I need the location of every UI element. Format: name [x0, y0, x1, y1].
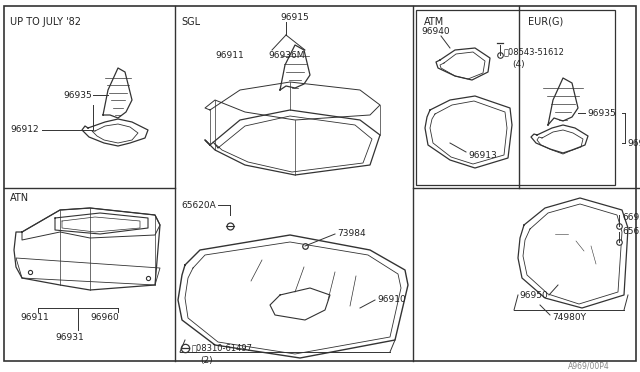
Text: (4): (4) [512, 61, 525, 70]
Text: 96912: 96912 [10, 125, 38, 135]
Text: 96935: 96935 [587, 109, 616, 118]
Text: 96931: 96931 [55, 334, 84, 343]
Text: 74980Y: 74980Y [552, 314, 586, 323]
Text: 96913: 96913 [468, 151, 497, 160]
Text: 73984: 73984 [337, 230, 365, 238]
Text: 96960: 96960 [90, 314, 119, 323]
Bar [416, 10, 615, 185]
Text: UP TO JULY '82: UP TO JULY '82 [10, 17, 81, 27]
Text: 96910: 96910 [377, 295, 406, 305]
Text: 96912: 96912 [627, 138, 640, 148]
Text: ATM: ATM [424, 17, 444, 27]
Text: 96915: 96915 [280, 13, 309, 22]
Text: SGL: SGL [181, 17, 200, 27]
Text: 65620A: 65620A [181, 201, 216, 209]
Text: (2): (2) [200, 356, 212, 365]
Text: 66920A: 66920A [622, 214, 640, 222]
Text: 96911: 96911 [215, 51, 244, 60]
Text: ATN: ATN [10, 193, 29, 203]
Text: 96950: 96950 [519, 291, 548, 299]
Text: A969/00P4: A969/00P4 [568, 362, 610, 371]
Text: Ⓝ08543-51612: Ⓝ08543-51612 [504, 48, 565, 57]
Text: 65620A: 65620A [622, 228, 640, 237]
Text: 96940: 96940 [421, 28, 450, 36]
Text: Ⓝ08310-61497: Ⓝ08310-61497 [192, 343, 253, 353]
Text: 96935: 96935 [63, 90, 92, 99]
Text: 96936M: 96936M [268, 51, 305, 60]
Text: 96911: 96911 [20, 314, 49, 323]
Text: EUR(G): EUR(G) [528, 17, 563, 27]
